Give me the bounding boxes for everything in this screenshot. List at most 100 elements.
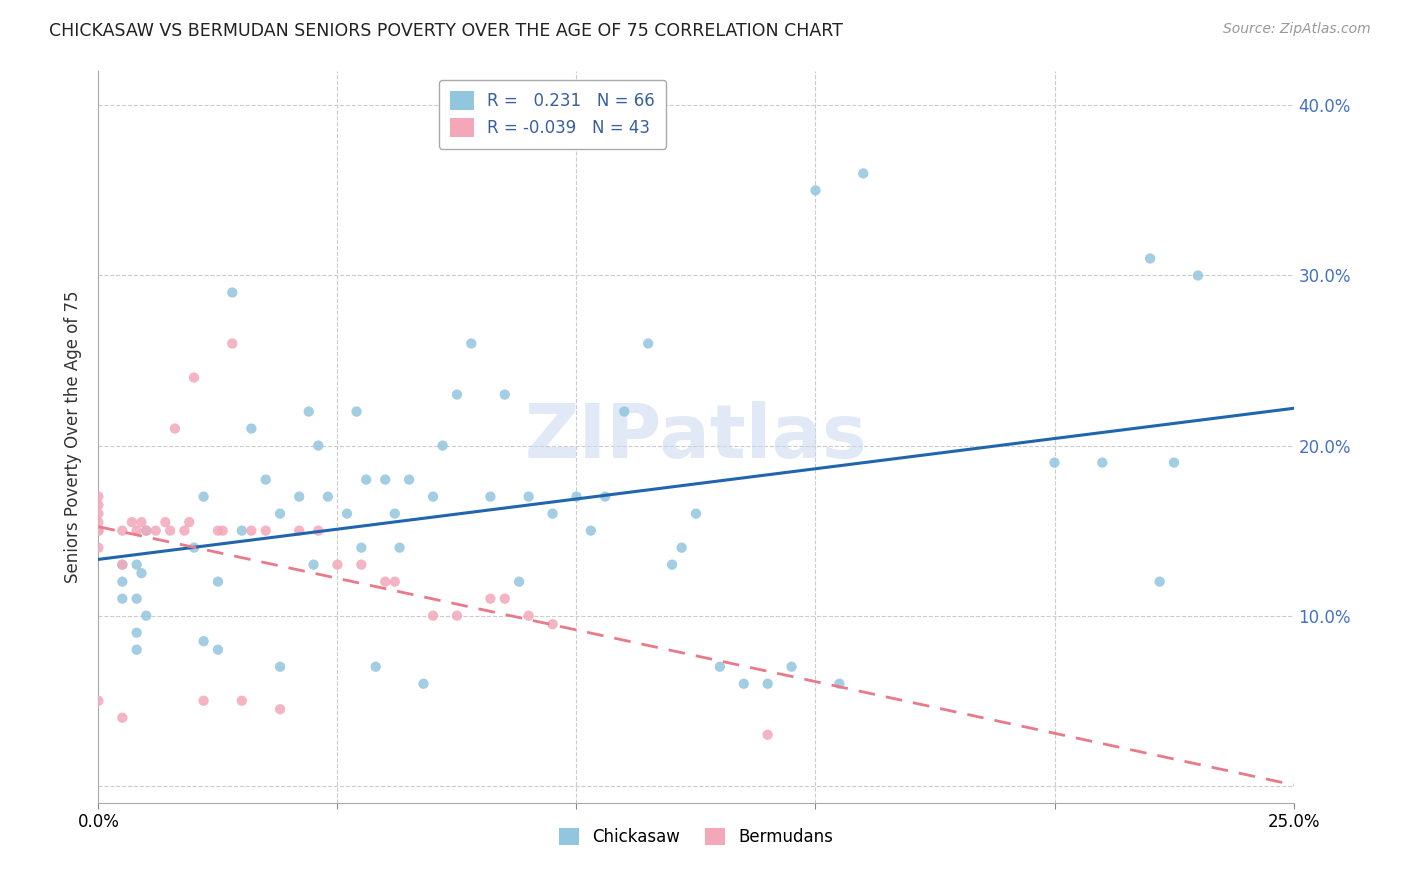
Point [111,558,134,572]
Point [135,524,157,538]
Point [193,694,215,708]
Point [1163,456,1185,470]
Point [780,659,803,673]
Point [517,608,540,623]
Point [541,617,564,632]
Point [412,677,434,691]
Point [671,541,693,555]
Point [479,490,502,504]
Point [446,387,468,401]
Point [87,515,110,529]
Point [131,515,153,529]
Point [163,421,186,435]
Point [852,166,875,180]
Point [240,524,263,538]
Point [121,515,143,529]
Point [374,473,396,487]
Point [350,558,373,572]
Point [231,524,253,538]
Point [756,728,779,742]
Point [254,473,277,487]
Point [613,404,636,418]
Point [388,541,411,555]
Point [756,677,779,691]
Y-axis label: Seniors Poverty Over the Age of 75: Seniors Poverty Over the Age of 75 [65,291,83,583]
Point [221,285,243,300]
Point [207,574,229,589]
Point [87,498,110,512]
Point [828,677,851,691]
Point [159,524,181,538]
Point [316,490,339,504]
Point [637,336,659,351]
Point [87,490,110,504]
Point [193,490,215,504]
Point [111,524,134,538]
Point [211,524,233,538]
Point [364,659,387,673]
Point [709,659,731,673]
Point [384,507,406,521]
Point [240,421,263,435]
Point [398,473,420,487]
Point [254,524,277,538]
Point [541,507,564,521]
Point [685,507,707,521]
Point [354,473,377,487]
Text: Source: ZipAtlas.com: Source: ZipAtlas.com [1223,22,1371,37]
Point [565,490,588,504]
Point [494,591,516,606]
Point [446,608,468,623]
Point [125,591,148,606]
Point [269,507,291,521]
Point [207,642,229,657]
Point [733,677,755,691]
Point [111,591,134,606]
Point [307,439,329,453]
Point [374,574,396,589]
Point [183,541,205,555]
Point [221,336,243,351]
Point [125,558,148,572]
Point [269,702,291,716]
Point [804,183,827,197]
Point [432,439,454,453]
Point [135,524,157,538]
Point [288,524,311,538]
Point [111,574,134,589]
Point [173,524,195,538]
Point [350,541,373,555]
Point [179,515,201,529]
Point [87,541,110,555]
Point [336,507,359,521]
Point [125,625,148,640]
Point [307,524,329,538]
Point [125,524,148,538]
Point [1139,252,1161,266]
Text: ZIPatlas: ZIPatlas [524,401,868,474]
Text: CHICKASAW VS BERMUDAN SENIORS POVERTY OVER THE AGE OF 75 CORRELATION CHART: CHICKASAW VS BERMUDAN SENIORS POVERTY OV… [49,22,844,40]
Point [207,524,229,538]
Point [145,524,167,538]
Point [346,404,368,418]
Point [302,558,325,572]
Point [155,515,177,529]
Point [422,490,444,504]
Point [87,694,110,708]
Point [183,370,205,384]
Point [460,336,482,351]
Point [125,642,148,657]
Point [579,524,602,538]
Point [135,608,157,623]
Point [87,507,110,521]
Point [1187,268,1209,283]
Point [269,659,291,673]
Point [288,490,311,504]
Point [517,490,540,504]
Point [593,490,616,504]
Point [193,634,215,648]
Point [87,524,110,538]
Point [298,404,321,418]
Point [111,711,134,725]
Point [111,558,134,572]
